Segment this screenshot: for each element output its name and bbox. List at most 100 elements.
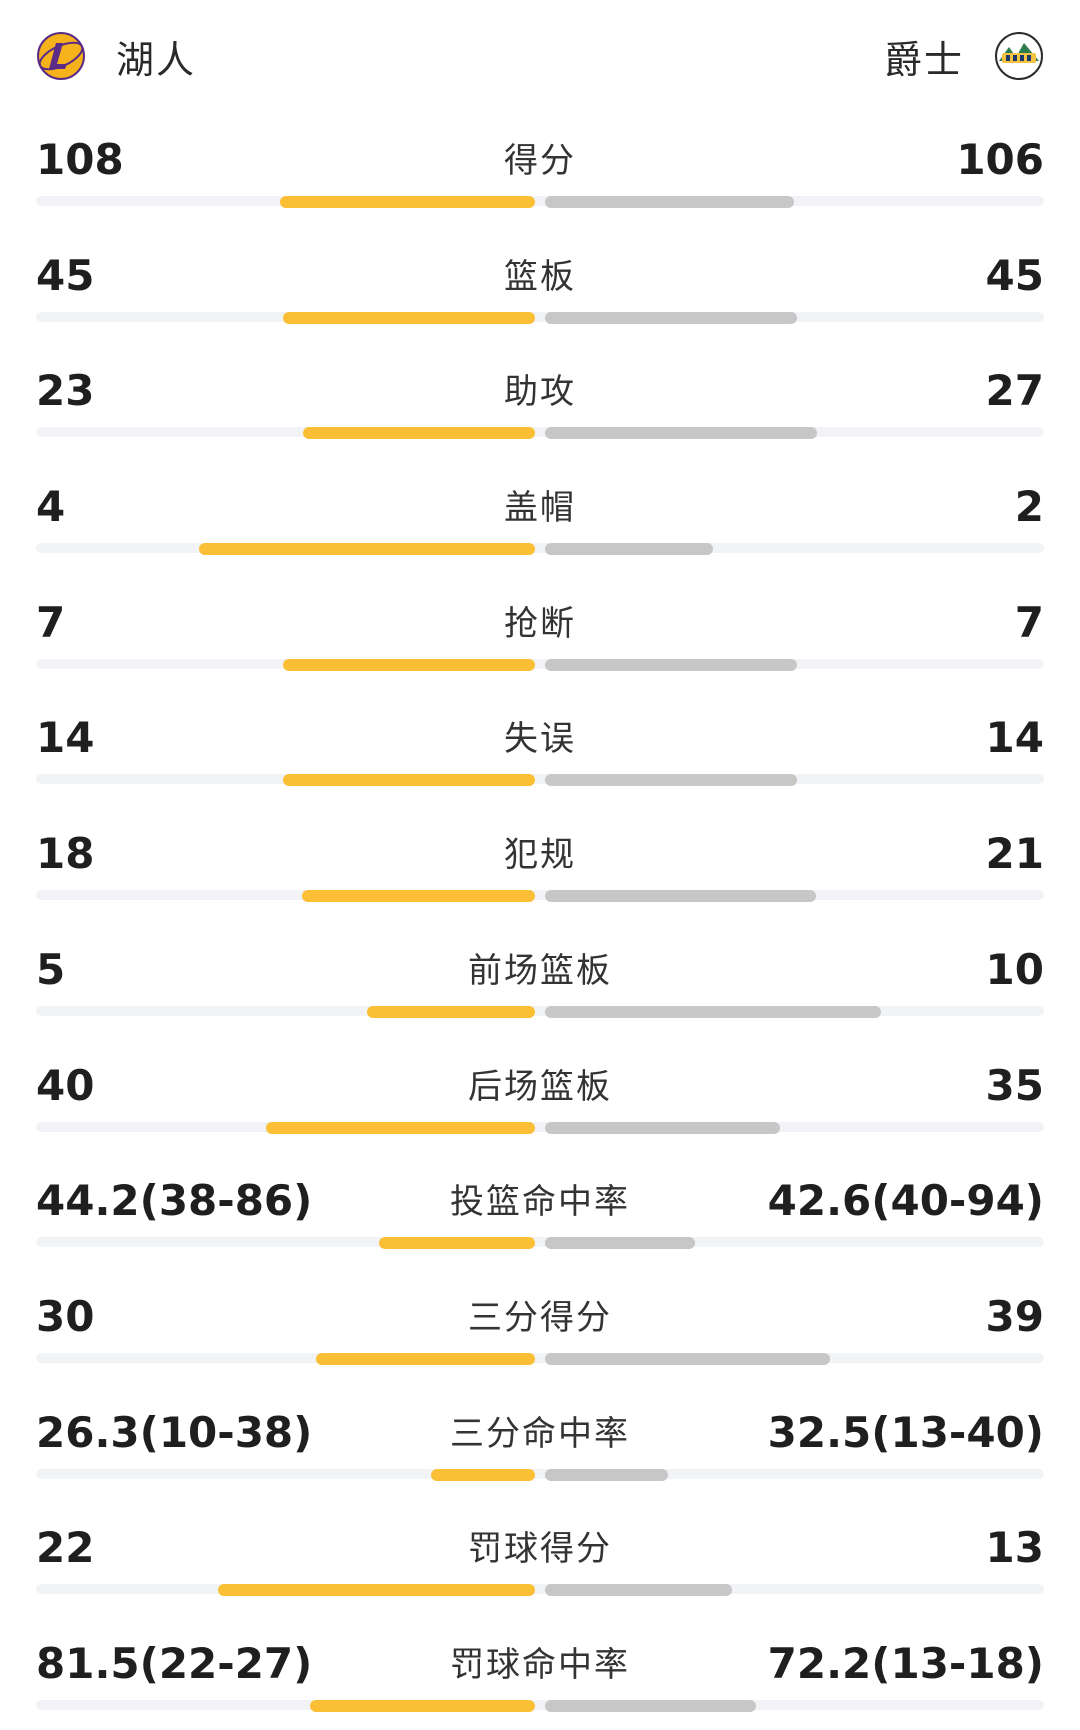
bar-track xyxy=(36,1237,1044,1248)
stat-label: 三分得分 xyxy=(468,1297,612,1338)
stat-label: 三分命中率 xyxy=(450,1413,630,1454)
home-bar xyxy=(316,1352,535,1365)
bar-track xyxy=(36,1699,1044,1710)
stat-row: 81.5(22-27) 罚球命中率 72.2(13-18) xyxy=(0,1614,1080,1730)
lakers-logo-icon xyxy=(37,32,85,80)
away-team-name: 爵士 xyxy=(883,37,964,82)
stat-label: 篮板 xyxy=(504,256,576,297)
away-bar xyxy=(545,543,713,556)
home-bar xyxy=(367,1005,535,1018)
away-bar xyxy=(545,1237,695,1250)
stat-row: 14 失误 14 xyxy=(0,688,1080,804)
bar-track xyxy=(36,543,1044,554)
stat-row: 7 抢断 7 xyxy=(0,573,1080,689)
home-bar xyxy=(266,1121,535,1134)
away-bar xyxy=(545,1468,668,1481)
home-value: 26.3(10-38) xyxy=(36,1407,313,1457)
home-team[interactable]: 湖人 xyxy=(36,24,196,88)
away-value: 14 xyxy=(985,713,1044,763)
home-value: 81.5(22-27) xyxy=(36,1638,313,1688)
away-value: 39 xyxy=(985,1291,1044,1341)
home-value: 18 xyxy=(36,829,95,879)
bar-track xyxy=(36,890,1044,901)
stat-row: 45 篮板 45 xyxy=(0,226,1080,342)
stat-row: 40 后场篮板 35 xyxy=(0,1036,1080,1152)
away-value: 42.6(40-94) xyxy=(767,1176,1044,1226)
home-bar xyxy=(283,658,535,671)
stat-row: 5 前场篮板 10 xyxy=(0,920,1080,1036)
away-value: 21 xyxy=(985,829,1044,879)
away-bar xyxy=(545,1352,830,1365)
home-bar xyxy=(283,774,535,787)
home-bar xyxy=(303,427,535,440)
bar-track xyxy=(36,1121,1044,1132)
home-value: 44.2(38-86) xyxy=(36,1176,313,1226)
away-value: 72.2(13-18) xyxy=(767,1638,1044,1688)
bar-track xyxy=(36,1352,1044,1363)
bar-track xyxy=(36,1584,1044,1595)
stat-row: 4 盖帽 2 xyxy=(0,457,1080,573)
home-value: 40 xyxy=(36,1060,95,1110)
team-header: 湖人 爵士 xyxy=(0,0,1080,110)
home-bar xyxy=(302,890,535,903)
bar-track xyxy=(36,196,1044,206)
bar-track xyxy=(36,311,1044,322)
home-value: 23 xyxy=(36,366,95,416)
home-bar xyxy=(431,1468,535,1481)
bar-track xyxy=(36,427,1044,438)
stat-label: 后场篮板 xyxy=(468,1066,612,1107)
away-value: 27 xyxy=(985,366,1044,416)
home-bar xyxy=(379,1237,535,1250)
home-bar xyxy=(199,543,535,556)
away-value: 7 xyxy=(1014,597,1044,647)
stat-row: 18 犯规 21 xyxy=(0,804,1080,920)
stat-label: 失误 xyxy=(504,719,576,760)
away-value: 10 xyxy=(985,944,1044,994)
bar-track xyxy=(36,1468,1044,1479)
bar-track xyxy=(36,1005,1044,1016)
away-value: 106 xyxy=(956,135,1044,184)
away-bar xyxy=(545,1699,756,1712)
home-value: 45 xyxy=(36,250,95,300)
stat-label: 得分 xyxy=(504,141,576,181)
stat-row: 108 得分 106 xyxy=(0,110,1080,226)
away-team[interactable]: 爵士 xyxy=(884,24,1044,88)
home-bar xyxy=(283,311,535,324)
stat-label: 罚球得分 xyxy=(468,1529,612,1570)
stat-label: 前场篮板 xyxy=(468,950,612,991)
home-value: 5 xyxy=(36,944,66,994)
stat-row: 44.2(38-86) 投篮命中率 42.6(40-94) xyxy=(0,1151,1080,1267)
away-value: 35 xyxy=(985,1060,1044,1110)
home-bar xyxy=(218,1584,535,1597)
away-bar xyxy=(545,427,817,440)
away-value: 45 xyxy=(985,250,1044,300)
away-bar xyxy=(545,890,816,903)
stat-row: 23 助攻 27 xyxy=(0,341,1080,457)
away-bar xyxy=(545,311,797,324)
away-bar xyxy=(545,658,797,671)
jazz-logo-icon xyxy=(995,32,1043,80)
home-value: 7 xyxy=(36,597,66,647)
stat-label: 盖帽 xyxy=(504,488,576,529)
away-value: 13 xyxy=(985,1523,1044,1573)
home-bar xyxy=(280,196,535,208)
stats-list: 108 得分 106 45 篮板 45 23 助攻 27 4 盖帽 2 7 抢断 7 14 失误 14 18 犯规 21… xyxy=(0,110,1080,1730)
bar-track xyxy=(36,658,1044,669)
home-team-name: 湖人 xyxy=(116,37,197,82)
away-value: 2 xyxy=(1014,482,1044,532)
stat-label: 投篮命中率 xyxy=(450,1182,630,1223)
stat-label: 罚球命中率 xyxy=(450,1644,630,1685)
stat-label: 助攻 xyxy=(504,372,576,413)
home-bar xyxy=(310,1699,535,1712)
away-bar xyxy=(545,1121,780,1134)
home-value: 4 xyxy=(36,482,66,532)
stat-label: 犯规 xyxy=(504,835,576,876)
home-value: 108 xyxy=(36,135,124,184)
stat-row: 26.3(10-38) 三分命中率 32.5(13-40) xyxy=(0,1383,1080,1499)
away-bar xyxy=(545,1005,881,1018)
away-bar xyxy=(545,1584,732,1597)
away-bar xyxy=(545,774,797,787)
away-bar xyxy=(545,196,794,208)
stat-label: 抢断 xyxy=(504,603,576,644)
home-value: 30 xyxy=(36,1291,95,1341)
